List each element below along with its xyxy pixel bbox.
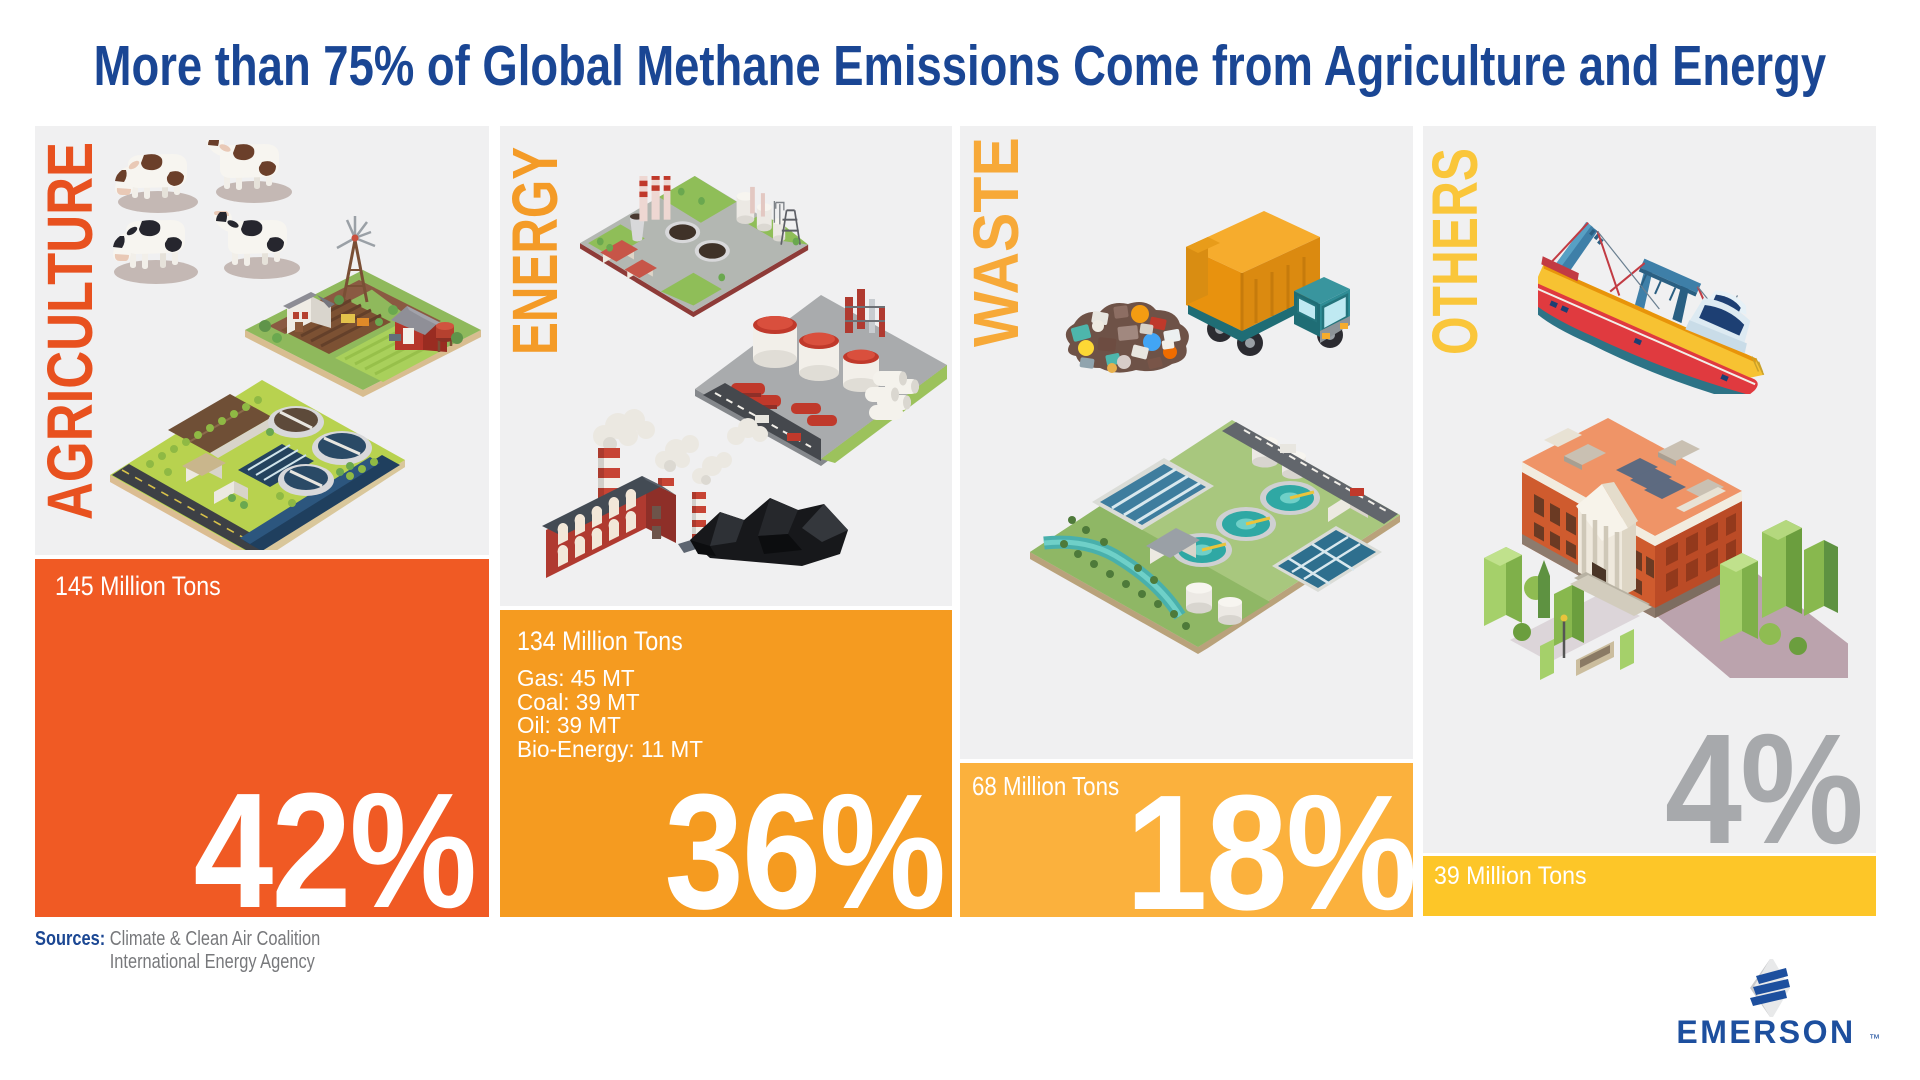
svg-text:™: ™ bbox=[1869, 1033, 1880, 1045]
svg-text:EMERSON: EMERSON bbox=[1676, 1014, 1855, 1050]
